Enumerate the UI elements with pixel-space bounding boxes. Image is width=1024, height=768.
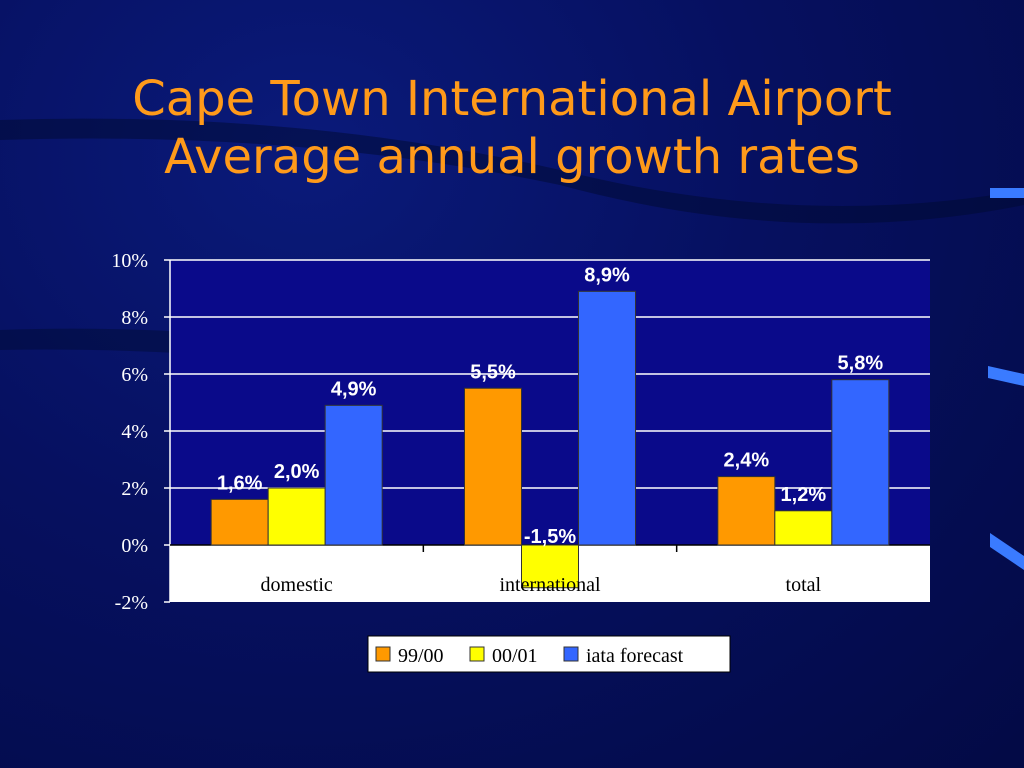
data-label: 1,6%: [217, 472, 263, 494]
bar-total-99-00: [717, 476, 776, 546]
legend-swatch: [563, 646, 579, 662]
bar-domestic-iata-forecast: [324, 404, 383, 546]
decor-dash-3: [990, 533, 1024, 570]
legend: 99/00 00/01 iata forecast: [367, 635, 731, 673]
data-label: 5,8%: [838, 353, 884, 375]
y-tick-label: 6%: [121, 364, 148, 386]
decor-dash-1: [990, 188, 1024, 198]
title-line-2: Average annual growth rates: [164, 129, 860, 185]
category-label: domestic: [261, 574, 333, 596]
y-tick-label: -2%: [115, 592, 148, 614]
data-label: 5,5%: [470, 361, 516, 383]
bar-total-iata-forecast: [831, 379, 890, 546]
y-tick-label: 4%: [121, 421, 148, 443]
title-line-1: Cape Town International Airport: [132, 71, 892, 127]
y-tick-label: 10%: [111, 250, 148, 272]
bars: [210, 290, 890, 589]
bar-international-99-00: [464, 387, 522, 546]
bar-international-00-01: [521, 544, 579, 589]
legend-entry: 99/00: [398, 645, 444, 667]
category-label: international: [499, 574, 601, 596]
bar-domestic-00-01: [267, 487, 326, 546]
legend-swatch: [469, 646, 485, 662]
data-label: 1,2%: [781, 484, 827, 506]
legend-entry: 00/01: [492, 645, 538, 667]
data-labels: 1,6% 2,0% 4,9% 5,5% -1,5% 8,9% 2,4% 1,2% 5,8%: [217, 264, 883, 548]
y-axis-tick-labels: 10% 8% 6% 4% 2% 0% -2%: [111, 250, 148, 614]
data-label: 2,0%: [274, 461, 320, 483]
bar-international-iata-forecast: [578, 290, 636, 546]
data-label: -1,5%: [524, 526, 576, 548]
data-label: 2,4%: [724, 450, 770, 472]
legend-swatch: [375, 646, 391, 662]
data-label: 8,9%: [584, 264, 630, 286]
slide-title: Cape Town International Airport Average …: [0, 70, 1024, 186]
legend-box: [367, 635, 731, 673]
y-tick-label: 0%: [121, 535, 148, 557]
bar-domestic-99-00: [210, 498, 269, 546]
category-label: total: [786, 574, 822, 596]
decor-dash-2: [988, 366, 1024, 386]
data-label: 4,9%: [331, 378, 377, 400]
legend-entry: iata forecast: [586, 645, 684, 667]
bar-total-00-01: [774, 510, 833, 546]
y-tick-label: 8%: [121, 307, 148, 329]
y-tick-label: 2%: [121, 478, 148, 500]
category-labels: domestic international total: [261, 574, 822, 596]
